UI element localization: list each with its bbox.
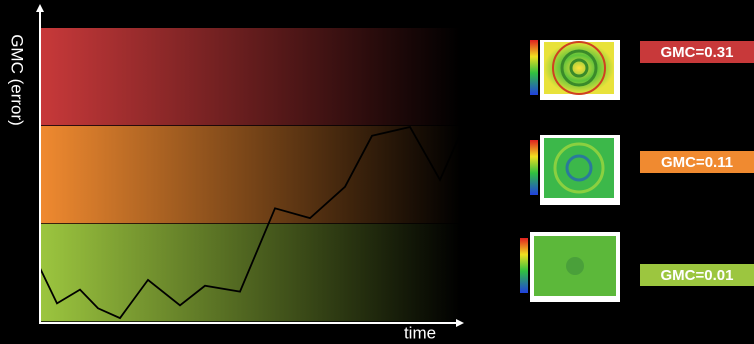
band	[40, 224, 460, 322]
color-scale	[530, 40, 538, 95]
thumbnail-2	[530, 135, 620, 205]
bands	[40, 28, 460, 322]
color-scale	[530, 140, 538, 195]
band	[40, 28, 460, 126]
y-axis-arrow	[36, 4, 44, 12]
chart: time GMC (error) GMC=0.31 GMC=0.11 GMC=0.0…	[0, 0, 754, 344]
gmc-label: GMC=0.31	[661, 44, 734, 61]
page: {"chart_data": { "type": "line", "xlabel…	[0, 0, 754, 344]
spot	[566, 257, 584, 275]
x-axis-label: time	[404, 323, 436, 342]
y-axis-label: GMC (error)	[8, 34, 27, 126]
gmc-labels: GMC=0.31 GMC=0.11 GMC=0.01	[640, 41, 754, 286]
gmc-label: GMC=0.11	[661, 154, 733, 171]
color-scale	[520, 238, 528, 293]
gmc-label: GMC=0.01	[661, 267, 734, 284]
thumbnail-3	[520, 232, 620, 302]
band	[40, 126, 460, 224]
thumbnail-1	[530, 40, 620, 100]
